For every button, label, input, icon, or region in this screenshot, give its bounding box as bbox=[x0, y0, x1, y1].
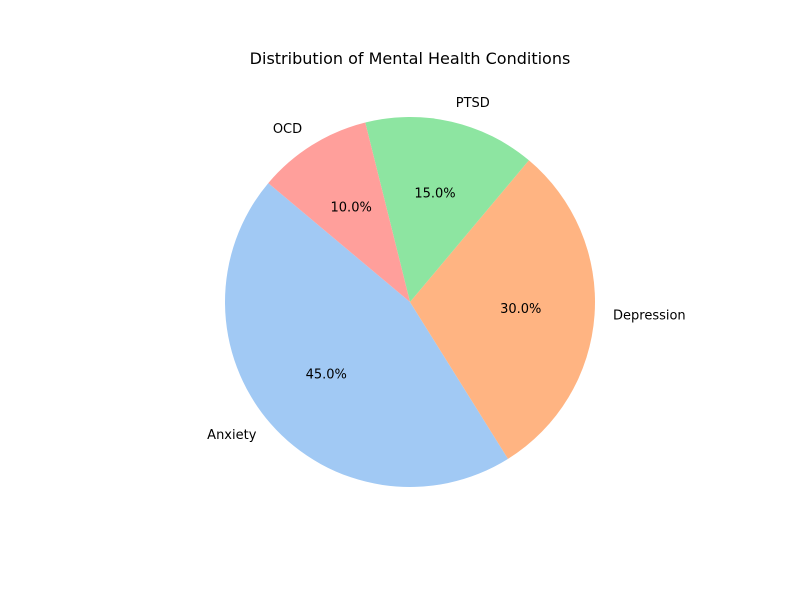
percent-label-depression: 30.0% bbox=[500, 302, 541, 317]
pie-labels: Anxiety 45.0% Depression 30.0% PTSD 15.0% OCD 1… bbox=[207, 96, 685, 443]
pie-slice-anxiety bbox=[225, 183, 509, 487]
percent-label-ptsd: 15.0% bbox=[414, 186, 455, 201]
percent-label-anxiety: 45.0% bbox=[306, 367, 347, 382]
pie-slices bbox=[225, 116, 595, 487]
category-label-anxiety: Anxiety bbox=[207, 428, 257, 443]
percent-label-ocd: 10.0% bbox=[331, 200, 372, 215]
pie-slice-depression bbox=[410, 160, 595, 459]
category-label-ocd: OCD bbox=[273, 122, 302, 137]
pie-slice-ptsd bbox=[365, 116, 529, 302]
category-label-ptsd: PTSD bbox=[456, 96, 490, 111]
category-label-depression: Depression bbox=[613, 309, 686, 324]
pie-slice-ocd bbox=[268, 122, 410, 302]
chart-title: Distribution of Mental Health Conditions bbox=[250, 49, 571, 68]
